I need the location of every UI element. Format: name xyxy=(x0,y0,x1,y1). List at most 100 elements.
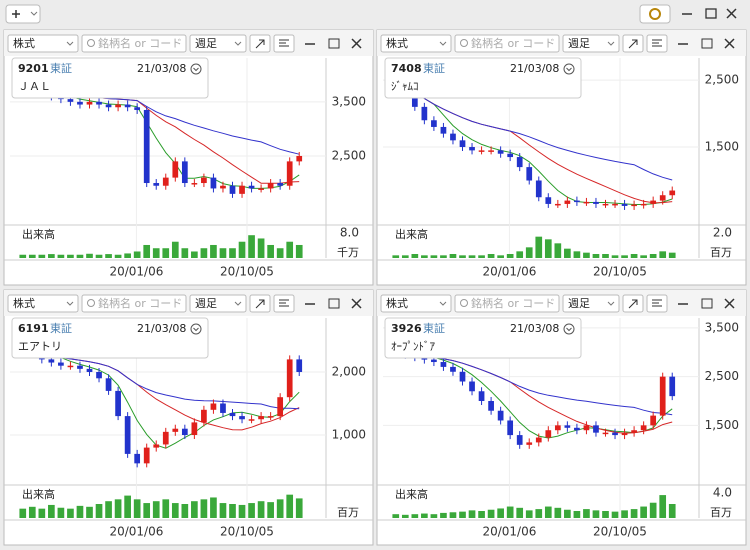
period-select[interactable] xyxy=(189,34,247,53)
period-label: 週足 xyxy=(195,297,217,310)
volume-bar xyxy=(19,508,27,518)
volume-bar xyxy=(38,254,46,258)
volume-bar xyxy=(181,504,189,518)
volume-bar xyxy=(440,255,447,258)
period-label: 週足 xyxy=(568,297,590,310)
volume-bar xyxy=(621,510,628,518)
candle xyxy=(554,425,561,431)
volume-bar xyxy=(124,253,131,258)
volume-bar xyxy=(210,497,217,518)
moving-average xyxy=(395,351,673,439)
volume-bar xyxy=(105,501,112,518)
volume-tick: 4.0 xyxy=(713,486,732,500)
search-box[interactable] xyxy=(454,34,560,53)
market-label: 株式 xyxy=(13,296,35,310)
volume-bar xyxy=(430,514,438,518)
x-tick-label: 20/01/06 xyxy=(482,525,536,539)
candle xyxy=(201,177,207,184)
volume-bar xyxy=(95,504,103,518)
close[interactable] xyxy=(351,38,362,49)
candle xyxy=(516,157,523,168)
volume-bar xyxy=(497,508,504,518)
volume-bar xyxy=(200,499,208,518)
volume-bar xyxy=(133,251,141,258)
candle xyxy=(239,416,245,420)
volume-bar xyxy=(28,506,36,518)
close[interactable] xyxy=(726,8,737,19)
settings-button[interactable] xyxy=(639,4,671,24)
maximize[interactable] xyxy=(705,8,717,19)
close[interactable] xyxy=(724,38,735,49)
volume-tick: 2.0 xyxy=(713,226,732,240)
volume-bar xyxy=(152,501,160,518)
market-select[interactable] xyxy=(380,34,452,53)
volume-bar xyxy=(430,255,438,258)
search-placeholder: 銘柄名 or コード xyxy=(98,296,182,310)
candle xyxy=(507,153,514,158)
period-select[interactable] xyxy=(562,294,620,313)
candle xyxy=(554,203,561,206)
market-select[interactable] xyxy=(7,34,79,53)
close[interactable] xyxy=(724,298,735,309)
maximize[interactable] xyxy=(701,298,713,309)
candle xyxy=(574,200,580,203)
volume-bar xyxy=(95,254,103,258)
volume-bar xyxy=(257,238,265,258)
moving-average xyxy=(395,79,673,181)
volume-bar xyxy=(468,255,476,258)
gear-icon xyxy=(649,8,661,20)
info-toggle[interactable] xyxy=(190,63,202,75)
candle xyxy=(115,104,121,108)
info-toggle[interactable] xyxy=(563,63,575,75)
menu-icon xyxy=(652,299,662,307)
volume-bar xyxy=(411,254,419,258)
search-icon xyxy=(460,299,468,307)
volume-bar xyxy=(267,502,274,518)
info-box xyxy=(11,317,209,359)
info-toggle[interactable] xyxy=(190,323,202,335)
x-tick-label: 20/01/06 xyxy=(109,265,163,279)
search-box[interactable] xyxy=(454,294,560,313)
period-select[interactable] xyxy=(189,294,247,313)
popout-icon xyxy=(628,39,638,49)
chevron xyxy=(30,11,38,16)
market-select[interactable] xyxy=(7,294,79,313)
candle xyxy=(258,188,264,190)
volume-bar xyxy=(573,251,581,258)
info-toggle[interactable] xyxy=(563,323,575,335)
volume-bar xyxy=(668,504,676,518)
search-box[interactable] xyxy=(81,294,187,313)
candle xyxy=(583,425,590,431)
close[interactable] xyxy=(351,298,362,309)
volume-bar xyxy=(276,499,284,518)
y-tick-label: 1,500 xyxy=(705,140,739,154)
maximize[interactable] xyxy=(328,38,340,49)
candle xyxy=(191,422,198,435)
search-icon xyxy=(87,39,95,47)
popout-icon xyxy=(628,299,638,309)
volume-bar xyxy=(19,254,27,258)
candle xyxy=(267,416,274,418)
add-button[interactable] xyxy=(5,4,41,24)
volume-bar xyxy=(248,235,255,258)
candle xyxy=(134,453,141,464)
maximize[interactable] xyxy=(701,38,713,49)
period-select[interactable] xyxy=(562,34,620,53)
maximize[interactable] xyxy=(328,298,340,309)
volume-bar xyxy=(238,504,246,518)
candle xyxy=(421,106,428,121)
x-tick-label: 20/01/06 xyxy=(482,265,536,279)
chevron xyxy=(607,41,615,46)
x-tick-label: 20/10/05 xyxy=(220,525,274,539)
market-select[interactable] xyxy=(380,294,452,313)
candle xyxy=(478,150,485,152)
candle xyxy=(201,409,207,423)
x-tick-label: 20/10/05 xyxy=(593,265,647,279)
volume-bar xyxy=(478,255,485,258)
volume-bar xyxy=(171,503,179,518)
volume-bar xyxy=(86,253,93,258)
candle xyxy=(277,183,284,186)
candle xyxy=(258,416,264,420)
search-box[interactable] xyxy=(81,34,187,53)
candle xyxy=(535,437,542,443)
